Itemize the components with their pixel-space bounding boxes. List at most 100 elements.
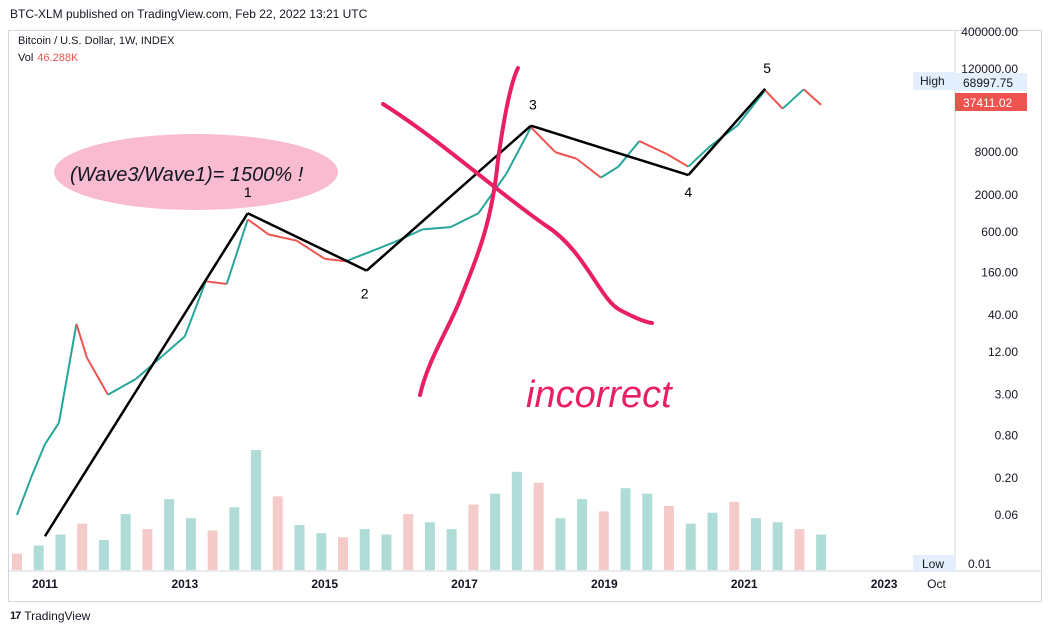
y-tick-label: 600.00 xyxy=(981,225,1018,239)
volume-bar xyxy=(511,471,522,570)
high-price-tag: High 68997.75 xyxy=(913,72,1027,91)
price-segment xyxy=(600,165,619,179)
volume-bar xyxy=(142,529,153,570)
volume-bar xyxy=(707,512,718,570)
wave-segment xyxy=(247,212,368,272)
x-tick-label: 2011 xyxy=(32,577,58,591)
price-segment xyxy=(205,280,227,285)
volume-bar xyxy=(77,523,88,570)
y-tick-label: 40.00 xyxy=(988,308,1018,322)
elliott-wave-labels: 1 2 3 4 5 xyxy=(244,60,771,302)
price-segment xyxy=(555,151,577,160)
x-tick-label: 2015 xyxy=(311,577,338,591)
axis-separators xyxy=(8,30,1042,572)
price-segment xyxy=(75,323,88,358)
price-axis[interactable]: 400000.00 120000.00 8000.00 2000.00 600.00 16… xyxy=(961,25,1018,522)
y-tick-label: 3.00 xyxy=(995,388,1019,402)
low-label: Low xyxy=(922,557,944,571)
volume-value: 46.288K xyxy=(37,52,79,64)
volume-bar xyxy=(598,511,609,570)
y-tick-label: 2000.00 xyxy=(975,188,1019,202)
price-segment xyxy=(345,252,367,263)
volume-bar xyxy=(251,450,262,570)
x-tick-label: 2017 xyxy=(451,577,478,591)
wave-label-4: 4 xyxy=(684,184,692,200)
ratio-annotation: (Wave3/Wave1)= 1500% ! xyxy=(70,164,304,186)
price-segment xyxy=(617,140,641,168)
price-segment xyxy=(802,88,822,106)
volume-bar xyxy=(120,514,131,570)
price-segment xyxy=(366,241,395,255)
x-tick-label: 2023 xyxy=(871,577,898,591)
volume-bar xyxy=(316,533,327,570)
volume-bar xyxy=(664,505,675,570)
volume-bar xyxy=(642,493,653,570)
ratio-ellipse xyxy=(54,134,338,210)
volume-bar xyxy=(207,530,218,570)
volume-bar xyxy=(272,496,283,570)
y-tick-label: 160.00 xyxy=(981,265,1018,279)
price-segment xyxy=(736,89,766,127)
volume-bar xyxy=(446,529,457,570)
y-tick-label: 8000.00 xyxy=(975,145,1019,159)
price-segment xyxy=(225,219,249,285)
pink-curve-rising xyxy=(418,66,520,397)
volume-bar xyxy=(772,522,783,570)
price-segment xyxy=(450,212,479,229)
chart-frame[interactable] xyxy=(8,30,1042,602)
low-value: 0.01 xyxy=(968,557,992,571)
volume-bar xyxy=(533,482,544,570)
y-tick-label: 400000.00 xyxy=(961,25,1018,39)
volume-bar xyxy=(294,525,305,570)
tradingview-logo-icon: 17 xyxy=(10,610,21,622)
price-segment xyxy=(394,228,423,243)
high-label: High xyxy=(920,74,945,88)
price-segment xyxy=(183,280,207,337)
volume-legend: Vol 46.288K xyxy=(18,52,78,64)
price-segment xyxy=(30,443,46,479)
low-price-tag: Low 0.01 xyxy=(913,555,992,571)
elliott-wave-lines xyxy=(43,87,767,537)
last-price-value: 37411.02 xyxy=(963,96,1012,110)
volume-bar xyxy=(337,537,348,570)
price-segment xyxy=(107,378,137,396)
price-segment xyxy=(782,88,805,110)
price-segment xyxy=(530,126,557,153)
x-tick-label: 2021 xyxy=(731,577,758,591)
price-segment xyxy=(163,335,186,356)
price-segment xyxy=(86,357,109,396)
price-segment xyxy=(422,226,451,231)
price-segment xyxy=(57,323,78,424)
footer-brand[interactable]: 17 TradingView xyxy=(10,609,90,623)
price-segment xyxy=(764,89,784,110)
price-segment xyxy=(247,218,270,236)
volume-bar xyxy=(424,522,435,570)
price-series xyxy=(16,88,822,516)
volume-bar xyxy=(33,545,44,570)
volume-bar xyxy=(816,534,827,570)
incorrect-annotation: incorrect xyxy=(526,374,673,416)
price-segment xyxy=(16,477,32,516)
y-tick-label: 12.00 xyxy=(988,345,1018,359)
y-tick-label: 120000.00 xyxy=(961,62,1018,76)
price-segment xyxy=(505,126,532,175)
wave-segment xyxy=(530,124,689,177)
volume-bar xyxy=(229,507,240,570)
price-segment xyxy=(268,233,297,242)
price-segment xyxy=(324,257,346,263)
volume-bar xyxy=(490,493,501,570)
volume-bar xyxy=(185,518,196,570)
wave-segment xyxy=(687,87,767,176)
volume-bar xyxy=(403,514,414,570)
wave-label-3: 3 xyxy=(529,97,537,113)
last-price-tag: 37411.02 xyxy=(955,93,1027,111)
time-axis[interactable]: 2011 2013 2015 2017 2019 2021 2023 Oct xyxy=(32,577,947,591)
y-tick-label: 0.80 xyxy=(995,428,1019,442)
wave-segment xyxy=(365,124,532,272)
volume-bar xyxy=(577,499,588,570)
high-value: 68997.75 xyxy=(963,76,1013,90)
volume-bar xyxy=(750,518,761,570)
wave-label-2: 2 xyxy=(361,286,369,302)
volume-bar xyxy=(359,529,370,570)
